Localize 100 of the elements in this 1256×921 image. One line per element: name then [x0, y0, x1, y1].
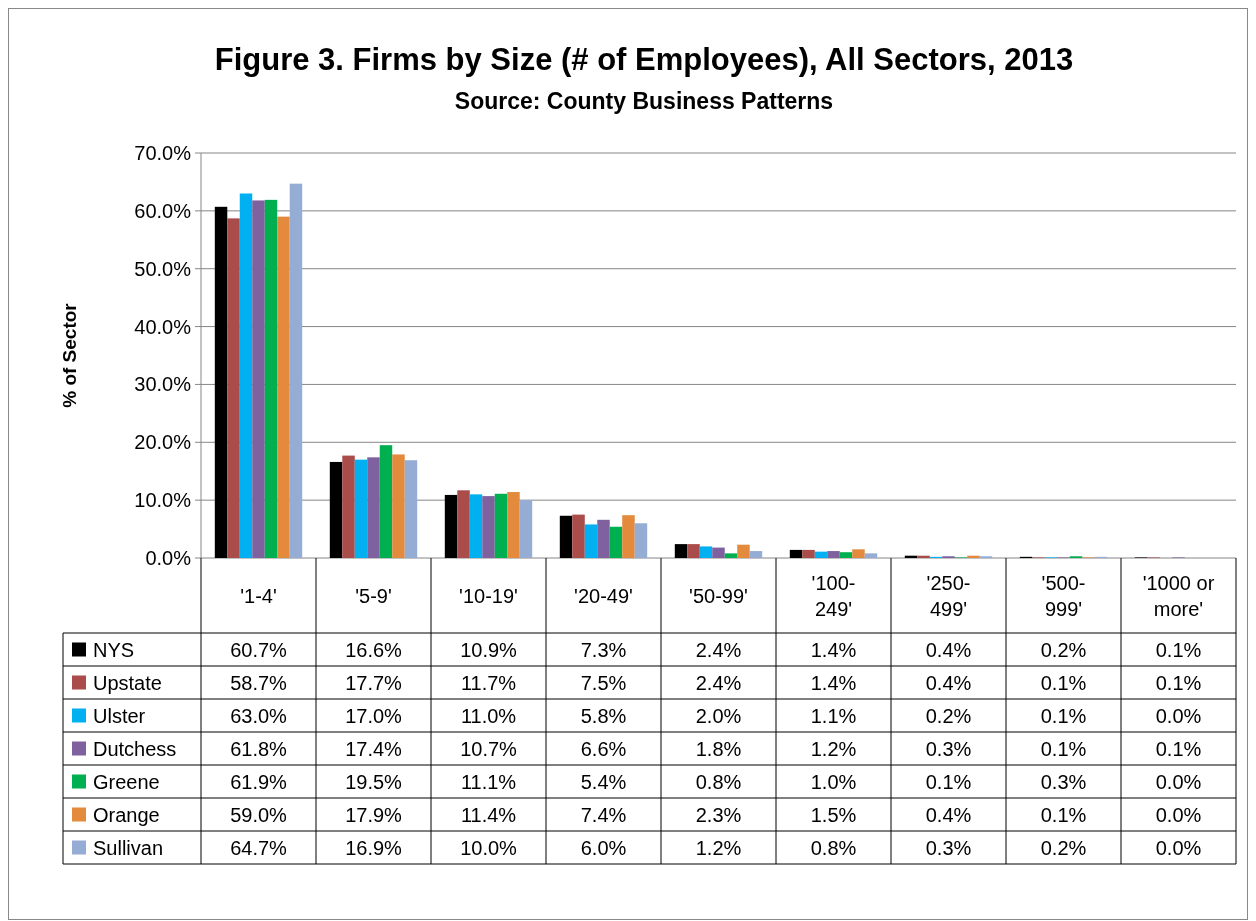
bar: [737, 544, 750, 558]
data-label: 0.4%: [925, 671, 972, 694]
data-label: 0.1%: [1040, 704, 1087, 727]
x-tick-label: '20-49': [574, 584, 633, 607]
x-tick-label: '50-99': [689, 584, 748, 607]
data-label: 0.0%: [1155, 704, 1202, 727]
data-label: 1.8%: [695, 737, 742, 760]
data-label: 0.4%: [925, 803, 972, 826]
data-label: 7.5%: [580, 671, 627, 694]
x-tick-label: '1-4': [240, 584, 277, 607]
bar: [827, 551, 840, 558]
data-label: 2.4%: [695, 671, 742, 694]
data-label: 11.4%: [460, 803, 517, 826]
data-label: 0.1%: [1155, 737, 1202, 760]
data-label: 0.0%: [1155, 836, 1202, 859]
data-label: 61.8%: [230, 737, 288, 760]
legend-label: Ulster: [93, 704, 146, 727]
data-label: 64.7%: [230, 836, 288, 859]
data-label: 63.0%: [230, 704, 288, 727]
bar: [214, 206, 228, 558]
bar: [802, 549, 815, 558]
y-tick-label: 40.0%: [134, 315, 192, 338]
data-label: 11.1%: [460, 770, 517, 793]
bar: [507, 492, 520, 558]
data-label: 17.4%: [345, 737, 403, 760]
y-tick-label: 70.0%: [134, 142, 192, 164]
bar: [482, 496, 495, 558]
bar: [289, 183, 303, 558]
data-label: 10.9%: [460, 638, 518, 661]
y-tick-label: 0.0%: [145, 547, 192, 569]
legend-label: Dutchess: [93, 737, 177, 760]
bar: [917, 555, 930, 558]
bar: [342, 455, 355, 558]
y-axis-title: % of Sector: [59, 302, 80, 408]
bar: [469, 494, 483, 558]
data-label: 0.3%: [925, 836, 972, 859]
data-label: 6.0%: [580, 836, 627, 859]
data-label: 0.2%: [1040, 638, 1087, 661]
bar: [252, 200, 265, 558]
y-tick-label: 60.0%: [134, 199, 192, 222]
data-label: 1.4%: [810, 671, 857, 694]
bar: [864, 553, 878, 558]
chart-subtitle: Source: County Business Patterns: [454, 88, 834, 114]
data-label: 0.1%: [1040, 671, 1087, 694]
data-label: 11.0%: [460, 704, 517, 727]
bar: [277, 216, 290, 558]
legend-label: Greene: [93, 770, 160, 793]
data-label: 1.2%: [810, 737, 857, 760]
bar: [494, 493, 508, 558]
data-label: 1.2%: [695, 836, 742, 859]
bar: [367, 457, 380, 558]
y-tick-label: 50.0%: [134, 257, 192, 280]
bar: [379, 445, 393, 558]
data-label: 6.6%: [580, 737, 627, 760]
data-label: 10.0%: [460, 836, 518, 859]
data-label: 0.3%: [925, 737, 972, 760]
data-label: 10.7%: [460, 737, 518, 760]
data-label: 0.1%: [1040, 803, 1087, 826]
x-tick-label: '500-999': [1041, 571, 1086, 620]
bar: [749, 551, 763, 558]
data-label: 0.2%: [925, 704, 972, 727]
data-label: 60.7%: [230, 638, 288, 661]
bar: [789, 549, 803, 558]
bar: [227, 218, 240, 558]
bar: [457, 490, 470, 558]
data-label: 19.5%: [345, 770, 403, 793]
bar: [839, 552, 853, 558]
data-label: 1.0%: [810, 770, 857, 793]
bar: [687, 544, 700, 558]
data-label: 2.3%: [695, 803, 742, 826]
data-label: 0.0%: [1155, 803, 1202, 826]
data-label: 16.9%: [345, 836, 403, 859]
data-label: 2.4%: [695, 638, 742, 661]
legend-label: NYS: [93, 638, 135, 661]
bar: [622, 515, 635, 558]
x-tick-label: '5-9': [355, 584, 392, 607]
data-label: 0.8%: [810, 836, 857, 859]
bar: [814, 551, 828, 558]
bar: [404, 460, 418, 558]
bar: [634, 523, 648, 558]
data-label: 1.1%: [810, 704, 857, 727]
legend-label: Upstate: [93, 671, 162, 694]
chart-title: Figure 3. Firms by Size (# of Employees), All Sectors, 2013: [214, 42, 1074, 77]
y-tick-label: 10.0%: [134, 489, 192, 512]
bar: [724, 553, 738, 558]
data-label: 0.4%: [925, 638, 972, 661]
y-tick-label: 30.0%: [134, 373, 192, 396]
bar: [572, 514, 585, 558]
legend-label: Orange: [93, 803, 160, 826]
bar: [392, 454, 405, 558]
x-tick-label: '250-499': [926, 571, 971, 620]
data-label: 0.1%: [1155, 671, 1202, 694]
data-label: 58.7%: [230, 671, 288, 694]
data-label: 1.4%: [810, 638, 857, 661]
data-label: 0.0%: [1155, 770, 1202, 793]
data-label: 2.0%: [695, 704, 742, 727]
y-tick-label: 20.0%: [134, 431, 192, 454]
bar: [712, 547, 725, 558]
data-label: 17.7%: [345, 671, 403, 694]
bar: [354, 459, 368, 558]
